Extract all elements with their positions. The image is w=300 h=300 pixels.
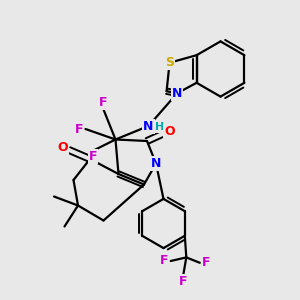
Text: N: N xyxy=(143,119,154,133)
Text: F: F xyxy=(99,96,108,110)
Text: O: O xyxy=(57,141,68,154)
Text: F: F xyxy=(202,256,211,269)
Text: F: F xyxy=(89,150,97,163)
Text: F: F xyxy=(179,275,188,288)
Text: S: S xyxy=(165,56,174,69)
Text: N: N xyxy=(172,87,182,100)
Text: N: N xyxy=(151,157,161,170)
Text: O: O xyxy=(164,124,175,138)
Text: F: F xyxy=(75,122,83,136)
Text: H: H xyxy=(155,122,164,133)
Text: F: F xyxy=(160,254,168,268)
